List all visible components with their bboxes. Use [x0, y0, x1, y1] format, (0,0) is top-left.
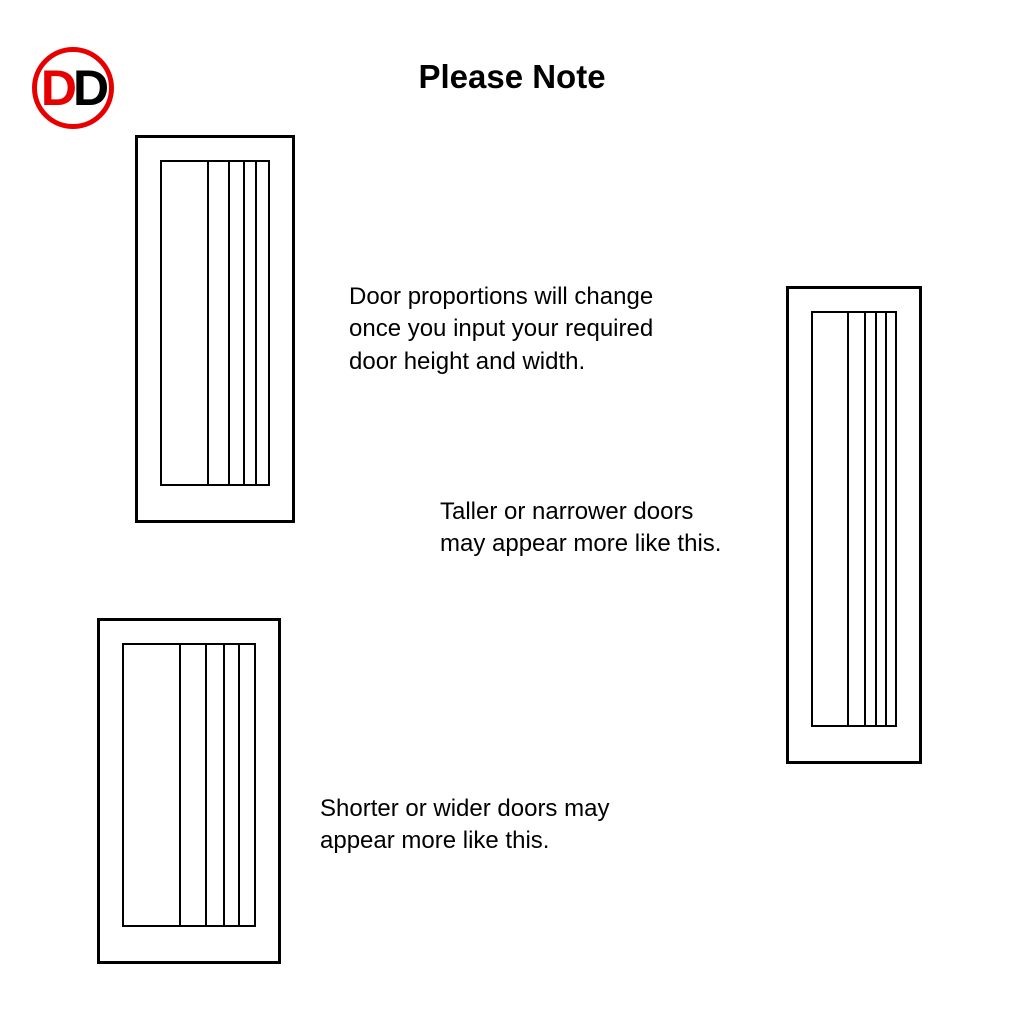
note-shorter-wider: Shorter or wider doors mayappear more li…: [320, 793, 609, 858]
note-proportions-line: Door proportions will change: [349, 281, 653, 313]
reference-door-divider: [207, 162, 209, 484]
tall-narrow-door-divider: [885, 313, 887, 725]
note-taller-narrower-line: may appear more like this.: [440, 528, 721, 560]
short-wide-door-divider: [238, 645, 240, 925]
tall-narrow-door-divider: [875, 313, 877, 725]
reference-door-divider: [228, 162, 230, 484]
note-proportions-line: once you input your required: [349, 313, 653, 345]
note-proportions: Door proportions will changeonce you inp…: [349, 281, 653, 378]
short-wide-door-divider: [205, 645, 207, 925]
reference-door-panel: [160, 160, 270, 486]
note-proportions-line: door height and width.: [349, 346, 653, 378]
short-wide-door-divider: [223, 645, 225, 925]
short-wide-door-panel: [122, 643, 256, 927]
short-wide-door: [97, 618, 281, 964]
logo-letter-2: D: [73, 63, 105, 113]
note-taller-narrower-line: Taller or narrower doors: [440, 496, 721, 528]
reference-door-divider: [243, 162, 245, 484]
tall-narrow-door: [786, 286, 922, 764]
page-title: Please Note: [0, 58, 1024, 96]
reference-door: [135, 135, 295, 523]
tall-narrow-door-panel: [811, 311, 897, 727]
note-shorter-wider-line: appear more like this.: [320, 825, 609, 857]
dd-logo: DD: [32, 47, 114, 129]
logo-letter-1: D: [41, 63, 73, 113]
tall-narrow-door-divider: [864, 313, 866, 725]
note-taller-narrower: Taller or narrower doorsmay appear more …: [440, 496, 721, 561]
tall-narrow-door-divider: [847, 313, 849, 725]
short-wide-door-divider: [179, 645, 181, 925]
reference-door-divider: [255, 162, 257, 484]
note-shorter-wider-line: Shorter or wider doors may: [320, 793, 609, 825]
